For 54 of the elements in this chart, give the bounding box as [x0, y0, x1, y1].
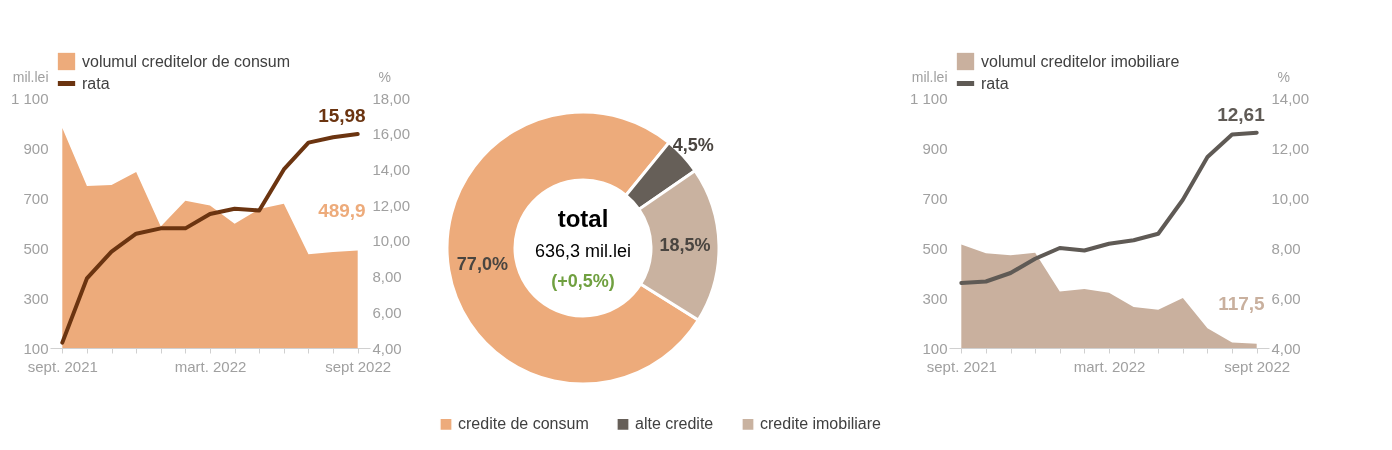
- y2-tick-label: 6,00: [372, 303, 402, 321]
- y-axis-title: mil.lei: [12, 68, 49, 85]
- y-tick-label: 1 100: [909, 89, 948, 107]
- x-tick-label: sept. 2021: [27, 357, 98, 375]
- data-label: 489,9: [318, 199, 366, 221]
- y-tick-label: 500: [23, 239, 49, 257]
- text: total: [557, 205, 609, 232]
- x-tick-label: mart. 2022: [1073, 357, 1146, 375]
- data-label: 117,5: [1218, 292, 1266, 314]
- y2-tick-label: 16,00: [372, 125, 411, 143]
- y-tick-label: 300: [23, 289, 49, 307]
- data-label: 15,98: [318, 105, 366, 127]
- y-tick-label: 1 100: [10, 89, 49, 107]
- y-tick-label: 500: [922, 239, 948, 257]
- y-tick-label: 100: [922, 339, 948, 357]
- y-tick-label: 100: [23, 339, 49, 357]
- legend-label: volumul creditelor imobiliare: [981, 52, 1180, 70]
- y-tick-label: 300: [922, 289, 948, 307]
- y2-axis-title: %: [378, 68, 391, 85]
- y-axis-title: mil.lei: [911, 68, 948, 85]
- data-label: 4,5%: [672, 135, 714, 156]
- legend-label: rata: [981, 74, 1009, 92]
- x-tick-label: sept 2022: [325, 357, 392, 375]
- x-tick-label: mart. 2022: [174, 357, 247, 375]
- y-tick-label: 900: [23, 139, 49, 157]
- y2-tick-label: 18,00: [372, 89, 411, 107]
- legend-label: credite de consum: [458, 415, 589, 433]
- x-tick-label: sept 2022: [1224, 357, 1291, 375]
- legend-label: volumul creditelor de consum: [82, 52, 291, 70]
- legend-label: alte credite: [635, 415, 714, 433]
- y2-tick-label: 10,00: [1271, 189, 1310, 207]
- y-tick-label: 700: [23, 189, 49, 207]
- y2-tick-label: 4,00: [372, 339, 402, 357]
- data-label: 12,61: [1217, 103, 1266, 125]
- x-tick-label: sept. 2021: [926, 357, 997, 375]
- y-tick-label: 900: [922, 139, 948, 157]
- y2-tick-label: 8,00: [1271, 239, 1301, 257]
- y2-tick-label: 10,00: [372, 232, 411, 250]
- y-tick-label: 700: [922, 189, 948, 207]
- text: (+0,5%): [551, 271, 615, 291]
- data-label: 18,5%: [659, 234, 711, 255]
- legend-label: rata: [82, 74, 110, 92]
- y2-tick-label: 14,00: [1271, 89, 1310, 107]
- line-series: [959, 130, 1259, 285]
- y2-tick-label: 4,00: [1271, 339, 1301, 357]
- y2-axis-title: %: [1277, 68, 1290, 85]
- y2-tick-label: 6,00: [1271, 289, 1301, 307]
- y2-tick-label: 12,00: [1271, 139, 1310, 157]
- y2-tick-label: 12,00: [372, 196, 411, 214]
- y2-tick-label: 14,00: [372, 160, 411, 178]
- text: 636,3 mil.lei: [534, 241, 632, 261]
- y2-tick-label: 8,00: [372, 268, 402, 286]
- data-label: 77,0%: [456, 253, 508, 274]
- legend-label: credite imobiliare: [760, 415, 882, 433]
